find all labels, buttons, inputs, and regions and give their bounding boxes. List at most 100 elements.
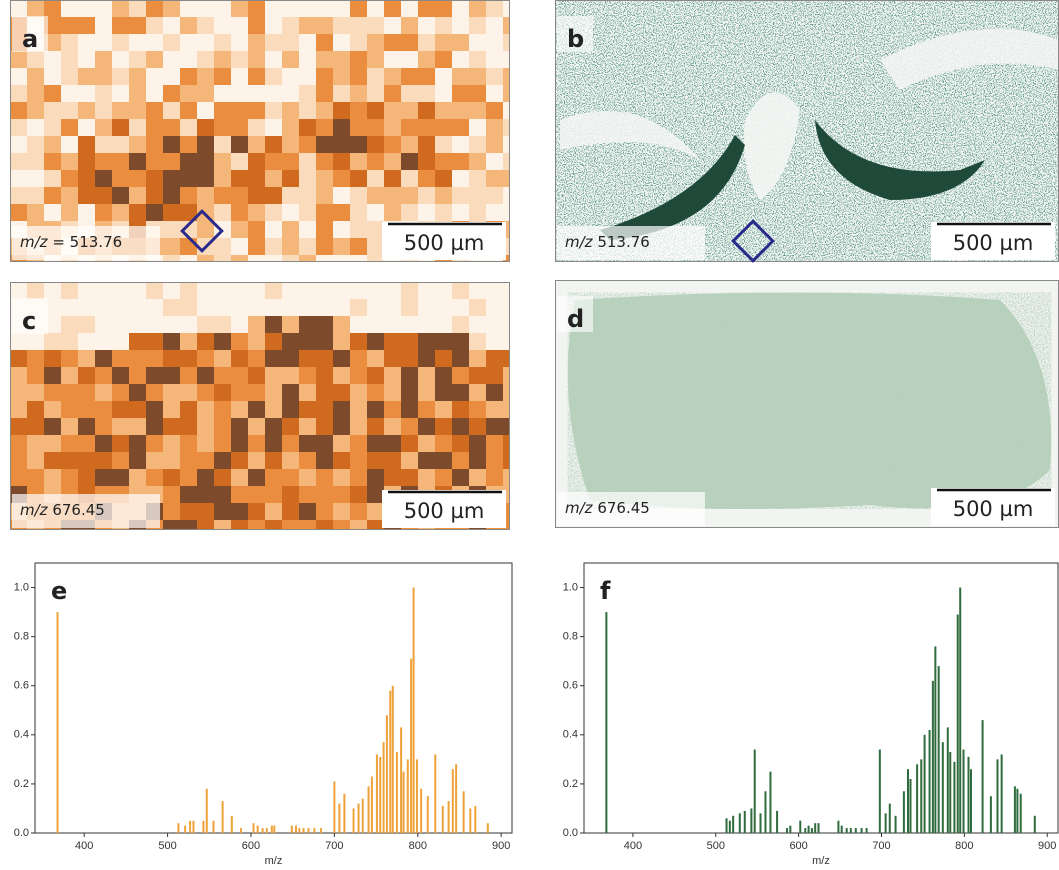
pixel [146, 51, 163, 68]
mz-label: m/z = 513.76 [20, 233, 122, 251]
pixel [248, 238, 265, 255]
pixel [452, 187, 469, 204]
pixel [282, 17, 299, 34]
pixel [384, 204, 401, 221]
pixel [214, 333, 231, 350]
pixel [146, 119, 163, 136]
pixel [214, 503, 231, 520]
scale-box [931, 488, 1055, 526]
pixel [452, 119, 469, 136]
pixel [61, 316, 78, 333]
pixel [367, 333, 384, 350]
pixel [248, 153, 265, 170]
pixel [180, 136, 197, 153]
pixel [418, 102, 435, 119]
pixel [333, 136, 350, 153]
pixel [231, 153, 248, 170]
scale-label: 500 µm [404, 231, 485, 255]
pixel [163, 34, 180, 51]
pixel [367, 170, 384, 187]
pixel [435, 418, 452, 435]
pixel [197, 34, 214, 51]
pixel [418, 204, 435, 221]
peak [884, 813, 887, 833]
pixel [214, 51, 231, 68]
pixel [316, 34, 333, 51]
pixel [401, 34, 418, 51]
pixel [197, 469, 214, 486]
pixel [146, 452, 163, 469]
pixel [197, 333, 214, 350]
pixel [163, 187, 180, 204]
pixel [333, 503, 350, 520]
peak [212, 820, 215, 833]
pixel [61, 170, 78, 187]
pixel [418, 384, 435, 401]
mz-bg [12, 494, 160, 528]
pixel [333, 119, 350, 136]
pixel [486, 282, 503, 299]
pixel [180, 503, 197, 520]
pixel [503, 350, 510, 367]
peak [888, 803, 891, 833]
pixel [350, 170, 367, 187]
pixel [265, 68, 282, 85]
pixel [401, 51, 418, 68]
pixel [503, 452, 510, 469]
pixel [129, 170, 146, 187]
pixel [78, 153, 95, 170]
pixel [299, 238, 316, 255]
peak [750, 808, 753, 833]
peak [996, 759, 999, 833]
pixel [10, 0, 27, 17]
pixel [112, 469, 129, 486]
x-tick-label: 400 [75, 840, 93, 852]
peak [338, 803, 341, 833]
pixel [435, 350, 452, 367]
peak [415, 759, 418, 833]
images [10, 0, 510, 530]
pixel [452, 51, 469, 68]
pixel [248, 51, 265, 68]
pixel [95, 452, 112, 469]
pixel [180, 34, 197, 51]
x-tick-label: 600 [789, 840, 807, 852]
x-tick-label: 500 [158, 840, 176, 852]
pixel [146, 333, 163, 350]
pixel [367, 418, 384, 435]
pixel [282, 51, 299, 68]
pixel [316, 299, 333, 316]
pixel [418, 418, 435, 435]
pixel [316, 204, 333, 221]
pixel [299, 384, 316, 401]
pixel [384, 34, 401, 51]
pixel [333, 221, 350, 238]
pixel [367, 221, 384, 238]
pixel [163, 238, 180, 255]
pixel [384, 384, 401, 401]
peak [391, 685, 394, 833]
pixel [401, 204, 418, 221]
pixel [265, 520, 282, 530]
pixel [282, 221, 299, 238]
peak [743, 810, 746, 833]
pixel [95, 350, 112, 367]
pixel [401, 68, 418, 85]
pixel [129, 316, 146, 333]
pixel [367, 102, 384, 119]
pixel [350, 102, 367, 119]
pixel [435, 435, 452, 452]
peak [273, 825, 276, 833]
pixel [384, 435, 401, 452]
pixel [299, 418, 316, 435]
pixel [452, 34, 469, 51]
pixel [435, 367, 452, 384]
pixel [95, 136, 112, 153]
pixel [418, 435, 435, 452]
x-axis-label: m/z [265, 855, 283, 867]
pixel [10, 333, 27, 350]
pixel [350, 435, 367, 452]
peak [307, 828, 310, 833]
pixel [78, 367, 95, 384]
pixel [78, 170, 95, 187]
